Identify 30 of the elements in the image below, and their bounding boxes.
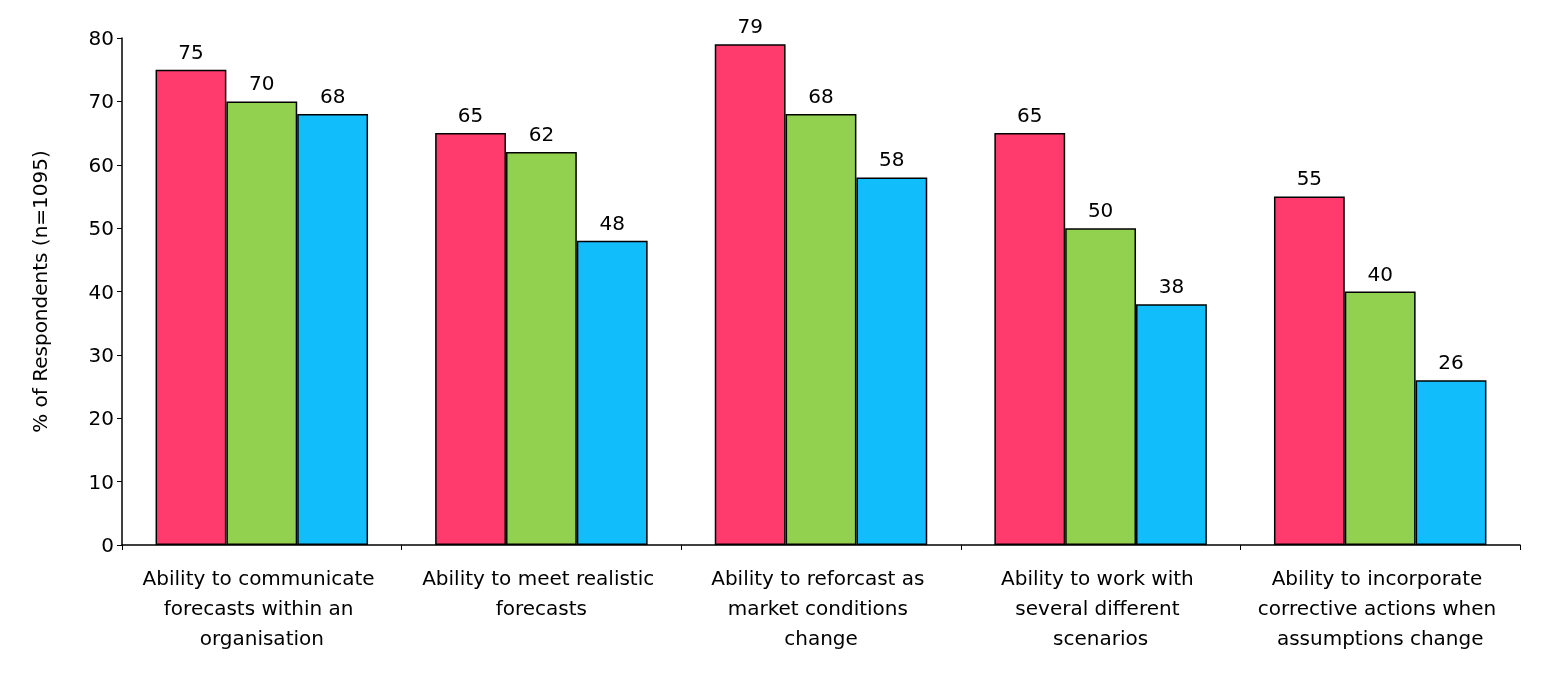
data-label: 48 (599, 210, 625, 235)
data-label: 40 (1367, 261, 1393, 286)
x-tick-label: Ability to incorporate corrective actions when assumptions change (1257, 566, 1503, 650)
y-tick-label: 70 (88, 89, 114, 114)
x-tick-label: Ability to communicate forecasts within an organisation (142, 566, 381, 650)
data-label: 75 (178, 39, 204, 64)
data-label: 50 (1087, 198, 1114, 223)
y-tick-label: 0 (101, 533, 114, 557)
y-tick-label: 30 (88, 342, 114, 367)
data-label: 68 (319, 84, 346, 109)
data-label: 62 (528, 122, 555, 147)
y-tick-label: 60 (88, 152, 114, 177)
data-label: 65 (457, 103, 484, 128)
data-label: 79 (737, 14, 763, 39)
data-label: 38 (1158, 274, 1185, 299)
y-tick-label: 20 (88, 406, 114, 431)
y-tick-label: 50 (88, 216, 114, 241)
y-tick-label: 40 (88, 279, 114, 304)
data-label: 65 (1017, 103, 1043, 128)
data-label: 70 (249, 71, 275, 96)
data-label: 58 (879, 147, 905, 172)
data-label: 26 (1438, 350, 1464, 375)
x-tick-label: Ability to work with several different scenarios (1001, 566, 1201, 650)
y-tick-label: 80 (88, 26, 114, 50)
y-axis-title: % of Respondents (n=1095) (28, 150, 52, 433)
y-tick-label: 10 (88, 469, 114, 494)
x-tick-label: Ability to reforcast as market conditions change (711, 566, 931, 650)
data-label: 55 (1296, 166, 1323, 191)
data-label: 68 (808, 84, 834, 109)
x-tick-label: Ability to meet realistic forecasts (422, 566, 661, 620)
